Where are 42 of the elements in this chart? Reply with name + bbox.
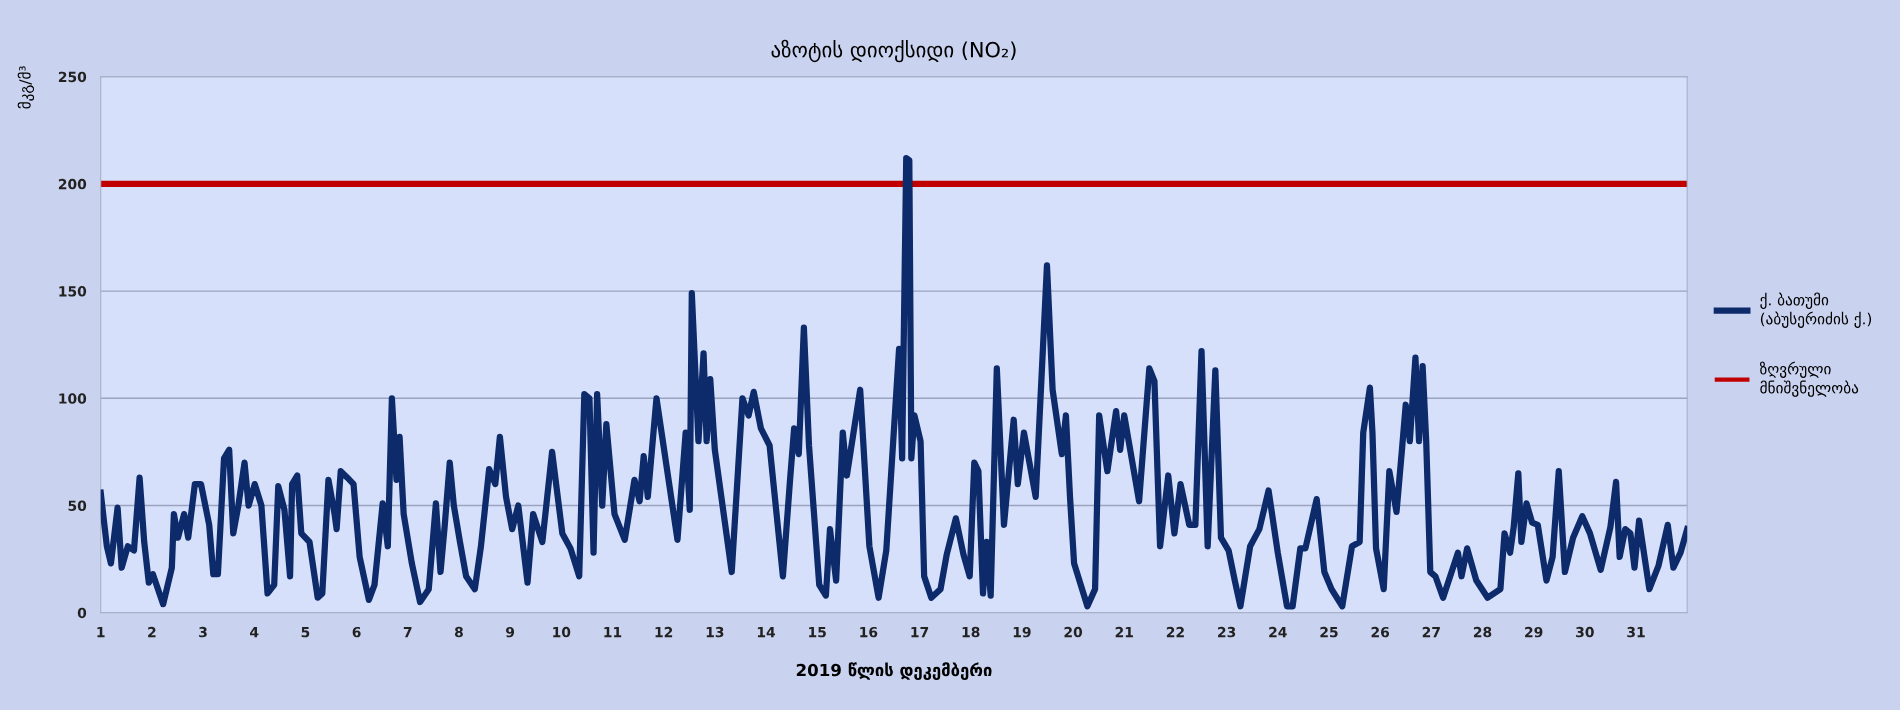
x-tick-label: 6	[352, 626, 361, 638]
x-tick-label: 17	[911, 627, 929, 638]
x-tick-label: 26	[1371, 626, 1390, 638]
x-tick-label: 14	[757, 627, 776, 638]
x-tick-label: 22	[1166, 626, 1184, 638]
legend-label: ზღვრული მნიშვნელობა	[1759, 361, 1859, 397]
x-axis-title: 2019 წლის დეკემბერი	[796, 662, 992, 680]
x-tick-label: 20	[1064, 626, 1083, 638]
x-tick-label: 28	[1473, 626, 1492, 638]
x-tick-label: 5	[301, 627, 310, 638]
x-tick-label: 11	[604, 627, 622, 638]
y-tick-label: 0	[77, 607, 87, 619]
x-tick-label: 1	[97, 627, 105, 638]
x-tick-label: 3	[199, 626, 207, 638]
x-tick-label: 19	[1013, 626, 1031, 638]
x-tick-label: 31	[1627, 626, 1645, 638]
x-tick-label: 24	[1269, 626, 1287, 638]
x-tick-label: 23	[1218, 626, 1236, 638]
x-tick-label: 7	[403, 627, 412, 638]
x-tick-label: 30	[1576, 626, 1594, 638]
x-tick-label: 12	[655, 626, 673, 638]
x-tick-label: 18	[962, 626, 980, 638]
x-tick-label: 4	[250, 627, 259, 638]
legend-label: ქ. ბათუმი (აბუსერიძის ქ.)	[1760, 292, 1872, 328]
y-tick-label: 250	[58, 71, 87, 83]
y-axis-title: მკგ/მ³	[17, 66, 35, 109]
x-tick-label: 21	[1115, 626, 1133, 638]
x-tick-label: 16	[860, 626, 878, 638]
x-tick-label: 13	[706, 626, 724, 638]
x-tick-label: 9	[506, 626, 515, 638]
x-tick-label: 27	[1422, 626, 1440, 638]
y-tick-label: 200	[58, 178, 87, 190]
x-tick-label: 8	[454, 626, 463, 638]
y-tick-label: 50	[68, 500, 87, 511]
x-tick-label: 10	[553, 626, 571, 638]
x-tick-label: 15	[809, 627, 826, 638]
chart-title: აზოტის დიოქსიდი (NO₂)	[771, 39, 1016, 63]
x-tick-label: 25	[1320, 626, 1338, 638]
y-tick-label: 150	[59, 286, 87, 297]
x-tick-label: 2	[148, 626, 156, 638]
y-tick-label: 100	[59, 393, 87, 404]
x-tick-label: 29	[1525, 626, 1543, 638]
